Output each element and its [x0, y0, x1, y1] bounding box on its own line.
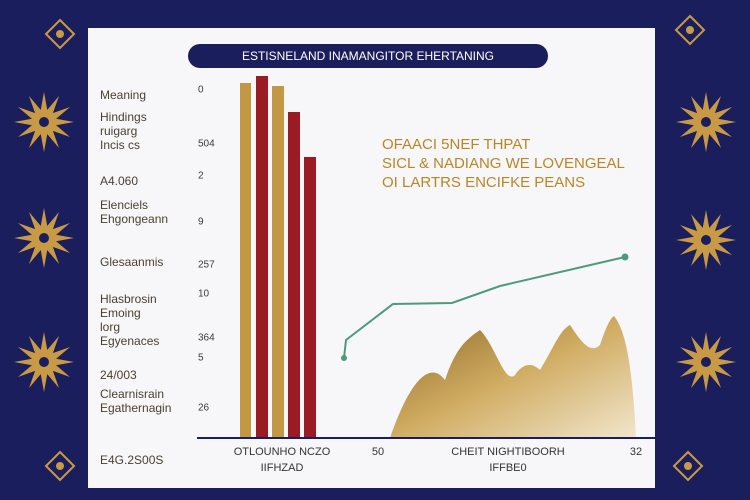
footer-number: 50: [372, 446, 384, 458]
line-point: [621, 253, 629, 261]
side-label: ruigarg: [100, 124, 137, 138]
side-label: Egyenaces: [100, 334, 159, 348]
bars: [240, 76, 316, 438]
side-label: 24/003: [100, 368, 137, 382]
footer-number: 32: [630, 446, 642, 458]
footer-label: CHEIT NIGHTIBOORH: [451, 446, 565, 458]
side-label: Meaning: [100, 88, 146, 102]
side-label: lorg: [100, 320, 120, 334]
axis-label: 10: [198, 289, 210, 300]
annotation-line: OI LARTRS ENCIFKE PEANS: [382, 174, 585, 191]
axis-label: 26: [198, 403, 210, 414]
mountain-area: [390, 316, 636, 438]
axis-label: 0: [198, 85, 204, 96]
footer-label: OTLOUNHO NCZO: [234, 446, 331, 458]
side-label: Hindings: [100, 110, 147, 124]
side-label: A4.060: [100, 174, 138, 188]
axis-label: 2: [198, 171, 204, 182]
side-label: E4G.2S00S: [100, 453, 163, 467]
annotation-line: SICL & NADIANG WE LOVENGEAL: [382, 155, 625, 172]
trend-line: [343, 256, 626, 359]
axis-label: 504: [198, 139, 215, 150]
axis-label: 257: [198, 260, 215, 271]
side-label: Hlasbrosin: [100, 292, 157, 306]
side-label: Ehgongeann: [100, 212, 168, 226]
axis-label: 5: [198, 353, 204, 364]
annotation-line: OFAACI 5NEF THPAT: [382, 136, 530, 153]
side-label: Glesaanmis: [100, 255, 163, 269]
side-label: Clearnisrain: [100, 387, 164, 401]
header-title: ESTISNELAND INAMANGITOR EHERTANING: [242, 49, 494, 63]
side-label: Incis cs: [100, 138, 140, 152]
line-point: [341, 355, 347, 361]
footer-label: IFFBE0: [489, 462, 526, 474]
header-pill: [188, 44, 548, 68]
footer-label: IIFHZAD: [261, 462, 304, 474]
axis-label: 364: [198, 333, 215, 344]
axis-label: 9: [198, 217, 204, 228]
side-label: Elenciels: [100, 198, 148, 212]
side-label: Egathernagin: [100, 401, 171, 415]
side-label: Emoing: [100, 306, 141, 320]
